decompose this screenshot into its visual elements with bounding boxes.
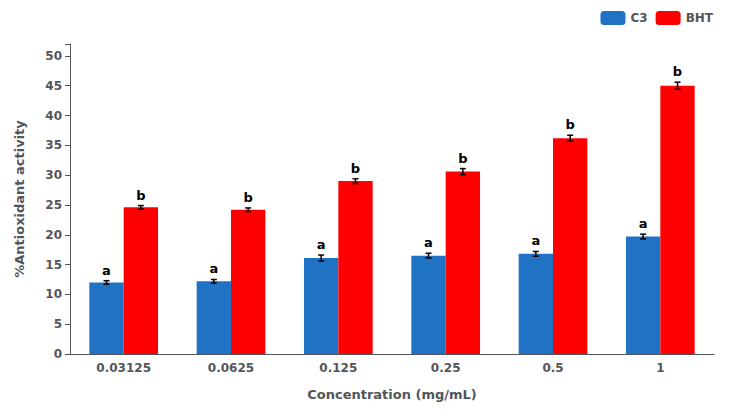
svg-text:45: 45 [45,79,62,93]
svg-text:Concentration (mg/mL): Concentration (mg/mL) [307,387,477,402]
svg-text:15: 15 [45,258,62,272]
svg-text:a: a [209,261,218,276]
svg-text:25: 25 [45,198,62,212]
svg-text:0.125: 0.125 [319,361,357,375]
svg-text:35: 35 [45,138,62,152]
svg-text:BHT: BHT [686,11,714,25]
svg-text:b: b [458,151,467,166]
svg-text:0.0625: 0.0625 [208,361,254,375]
svg-text:50: 50 [45,49,62,63]
svg-text:5: 5 [54,317,62,331]
svg-text:a: a [639,216,648,231]
svg-text:10: 10 [45,287,62,301]
svg-text:a: a [102,263,111,278]
svg-text:0.25: 0.25 [431,361,461,375]
svg-text:30: 30 [45,168,62,182]
svg-text:b: b [351,161,360,176]
svg-text:b: b [673,64,682,79]
svg-text:0.5: 0.5 [542,361,563,375]
svg-text:b: b [136,188,145,203]
svg-text:a: a [317,237,326,252]
svg-text:%Antioxidant activity: %Antioxidant activity [12,120,27,278]
svg-text:a: a [424,235,433,250]
svg-text:20: 20 [45,228,62,242]
svg-text:1: 1 [656,361,664,375]
svg-text:a: a [531,233,540,248]
svg-text:40: 40 [45,109,62,123]
svg-text:0.03125: 0.03125 [96,361,151,375]
svg-text:C3: C3 [630,11,647,25]
svg-text:b: b [566,117,575,132]
svg-text:b: b [244,190,253,205]
svg-text:0: 0 [54,347,62,361]
